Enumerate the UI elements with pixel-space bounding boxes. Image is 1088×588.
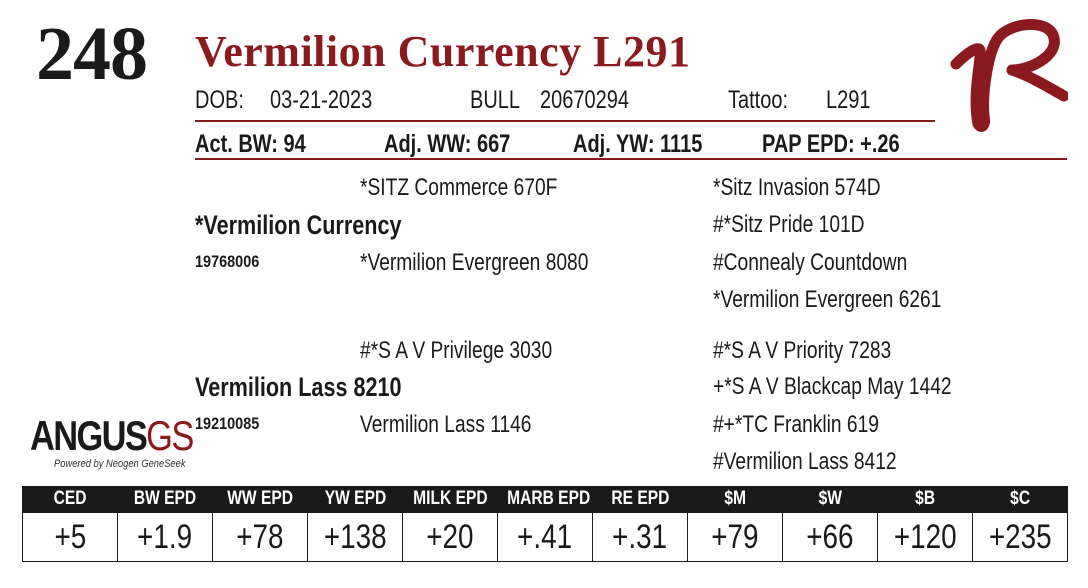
tattoo-label: Tattoo: (728, 86, 789, 114)
sex-label: BULL (470, 86, 521, 114)
epd-header: BW EPD (117, 486, 213, 513)
dam-name: Vermilion Lass 8210 (195, 372, 402, 402)
epd-value: +138 (307, 512, 403, 562)
animal-name: Vermilion Currency L291 (195, 27, 691, 76)
epd-value: +235 (972, 512, 1068, 562)
dam-dam-sire: #+*TC Franklin 619 (713, 411, 879, 438)
dam-sire-dam: +*S A V Blackcap May 1442 (713, 373, 952, 400)
epd-header: YW EPD (307, 486, 403, 513)
sire-name: *Vermilion Currency (195, 210, 402, 240)
epd-header: $C (972, 486, 1068, 513)
epd-value: +79 (687, 512, 783, 562)
epd-header: $B (877, 486, 973, 513)
epd-header: $W (782, 486, 878, 513)
epd-value: +1.9 (117, 512, 213, 562)
epd-header: RE EPD (592, 486, 688, 513)
epd-value: +78 (212, 512, 308, 562)
epd-value: +5 (22, 512, 118, 562)
angus-logo-tagline: Powered by Neogen GeneSeek (54, 458, 186, 470)
dam-registration: 19210085 (195, 414, 260, 433)
angus-logo-word: ANGUSGS (30, 412, 194, 459)
actual-birth-weight: Act. BW: 94 (195, 130, 306, 158)
epd-value-row: +5 +1.9 +78 +138 +20 +.41 +.31 +79 +66 +… (22, 512, 1068, 562)
epd-header-row: CED BW EPD WW EPD YW EPD MILK EPD MARB E… (22, 486, 1068, 513)
dob-value: 03-21-2023 (270, 86, 373, 114)
pap-epd: PAP EPD: +.26 (762, 130, 900, 158)
adjusted-yearling-weight: Adj. YW: 1115 (573, 130, 703, 158)
epd-header: WW EPD (212, 486, 308, 513)
epd-value: +.31 (592, 512, 688, 562)
sire-sire-sire: *Sitz Invasion 574D (713, 174, 881, 201)
sire-sire: *SITZ Commerce 670F (360, 174, 558, 201)
dam-dam: Vermilion Lass 1146 (360, 411, 532, 438)
dam-sire: #*S A V Privilege 3030 (360, 337, 553, 364)
lot-number: 248 (36, 12, 148, 96)
epd-header: MARB EPD (497, 486, 593, 513)
divider-bottom (195, 158, 1067, 160)
epd-header: $M (687, 486, 783, 513)
registration-number: 20670294 (540, 86, 629, 114)
epd-header: CED (22, 486, 118, 513)
epd-value: +120 (877, 512, 973, 562)
epd-value: +66 (782, 512, 878, 562)
sire-registration: 19768006 (195, 252, 260, 271)
epd-table: CED BW EPD WW EPD YW EPD MILK EPD MARB E… (22, 486, 1068, 562)
epd-header: MILK EPD (402, 486, 498, 513)
sire-sire-dam: #*Sitz Pride 101D (713, 211, 865, 238)
epd-value: +20 (402, 512, 498, 562)
sire-dam-sire: #Connealy Countdown (713, 249, 908, 276)
adjusted-weaning-weight: Adj. WW: 667 (384, 130, 511, 158)
dam-dam-dam: #Vermilion Lass 8412 (713, 448, 897, 475)
dam-sire-sire: #*S A V Priority 7283 (713, 337, 892, 364)
sire-dam-dam: *Vermilion Evergreen 6261 (713, 286, 942, 313)
tattoo-value: L291 (826, 86, 871, 114)
dob-label: DOB: (195, 86, 244, 114)
divider-top (195, 120, 935, 122)
epd-value: +.41 (497, 512, 593, 562)
vr-brand-icon (950, 19, 1068, 132)
angus-gs-logo: ANGUSGS Powered by Neogen GeneSeek (30, 412, 228, 471)
sire-dam: *Vermilion Evergreen 8080 (360, 249, 589, 276)
